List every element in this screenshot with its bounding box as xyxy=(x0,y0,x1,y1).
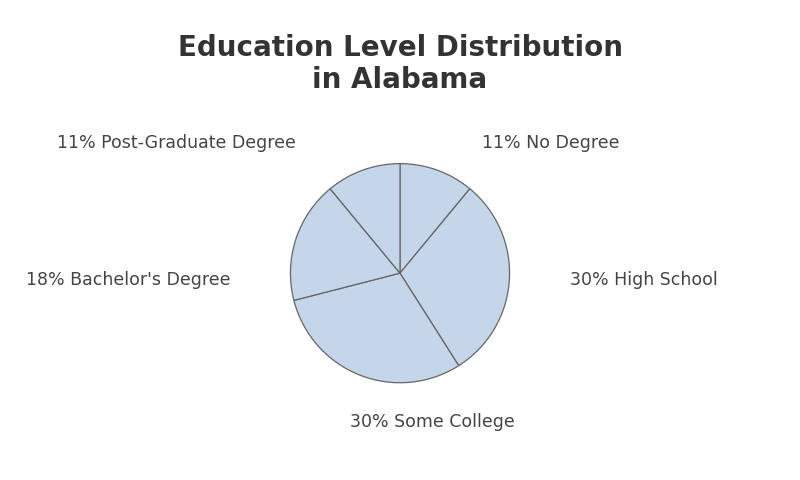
Wedge shape xyxy=(330,164,400,274)
Text: 30% Some College: 30% Some College xyxy=(350,412,515,430)
Wedge shape xyxy=(400,164,470,274)
Text: 11% Post-Graduate Degree: 11% Post-Graduate Degree xyxy=(57,133,296,151)
Text: 30% High School: 30% High School xyxy=(570,270,718,288)
Wedge shape xyxy=(290,189,400,301)
Wedge shape xyxy=(400,189,510,366)
Text: Education Level Distribution
in Alabama: Education Level Distribution in Alabama xyxy=(178,34,622,94)
Text: 18% Bachelor's Degree: 18% Bachelor's Degree xyxy=(26,270,230,288)
Text: 11% No Degree: 11% No Degree xyxy=(482,133,620,151)
Wedge shape xyxy=(294,274,458,383)
